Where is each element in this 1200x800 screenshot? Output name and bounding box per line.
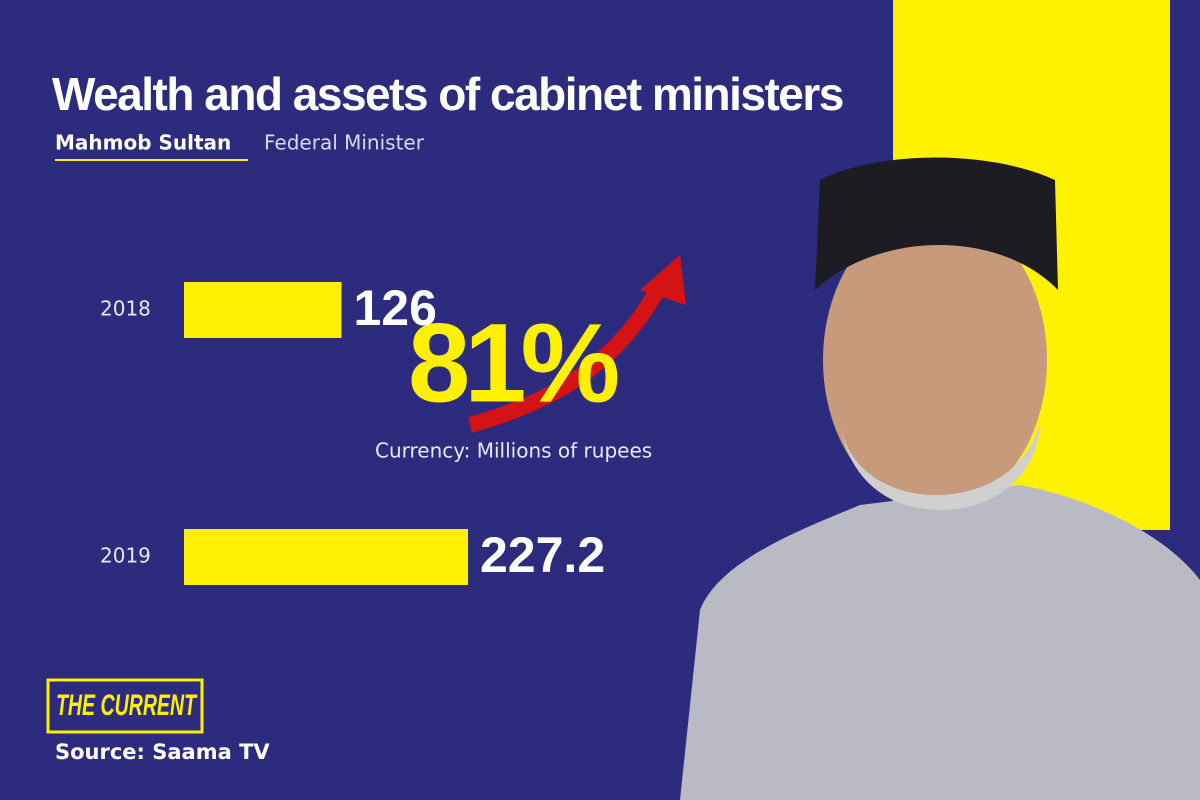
value-label: 126	[354, 280, 437, 336]
bar	[184, 282, 342, 338]
shirt	[680, 485, 1200, 800]
currency-note: Currency: Millions of rupees	[375, 439, 652, 463]
trend-arrow	[467, 281, 668, 433]
minister-role: Federal Minister	[264, 131, 425, 155]
face	[823, 210, 1047, 510]
category-label: 2018	[100, 297, 151, 321]
logo-box	[46, 678, 204, 734]
chart-title: Wealth and assets of cabinet ministers	[52, 68, 843, 120]
value-label: 227.2	[480, 527, 605, 583]
arrow-head	[640, 255, 686, 305]
source: Source: Saama TV	[55, 740, 270, 764]
change-annotation: 81%	[408, 301, 618, 426]
cap	[815, 157, 1058, 290]
category-label: 2019	[100, 544, 151, 568]
bar	[184, 529, 468, 585]
logo: THE CURRENT	[56, 689, 198, 722]
beard	[840, 420, 1040, 510]
minister-name: Mahmob Sultan	[55, 131, 231, 155]
person-photo	[680, 157, 1200, 800]
